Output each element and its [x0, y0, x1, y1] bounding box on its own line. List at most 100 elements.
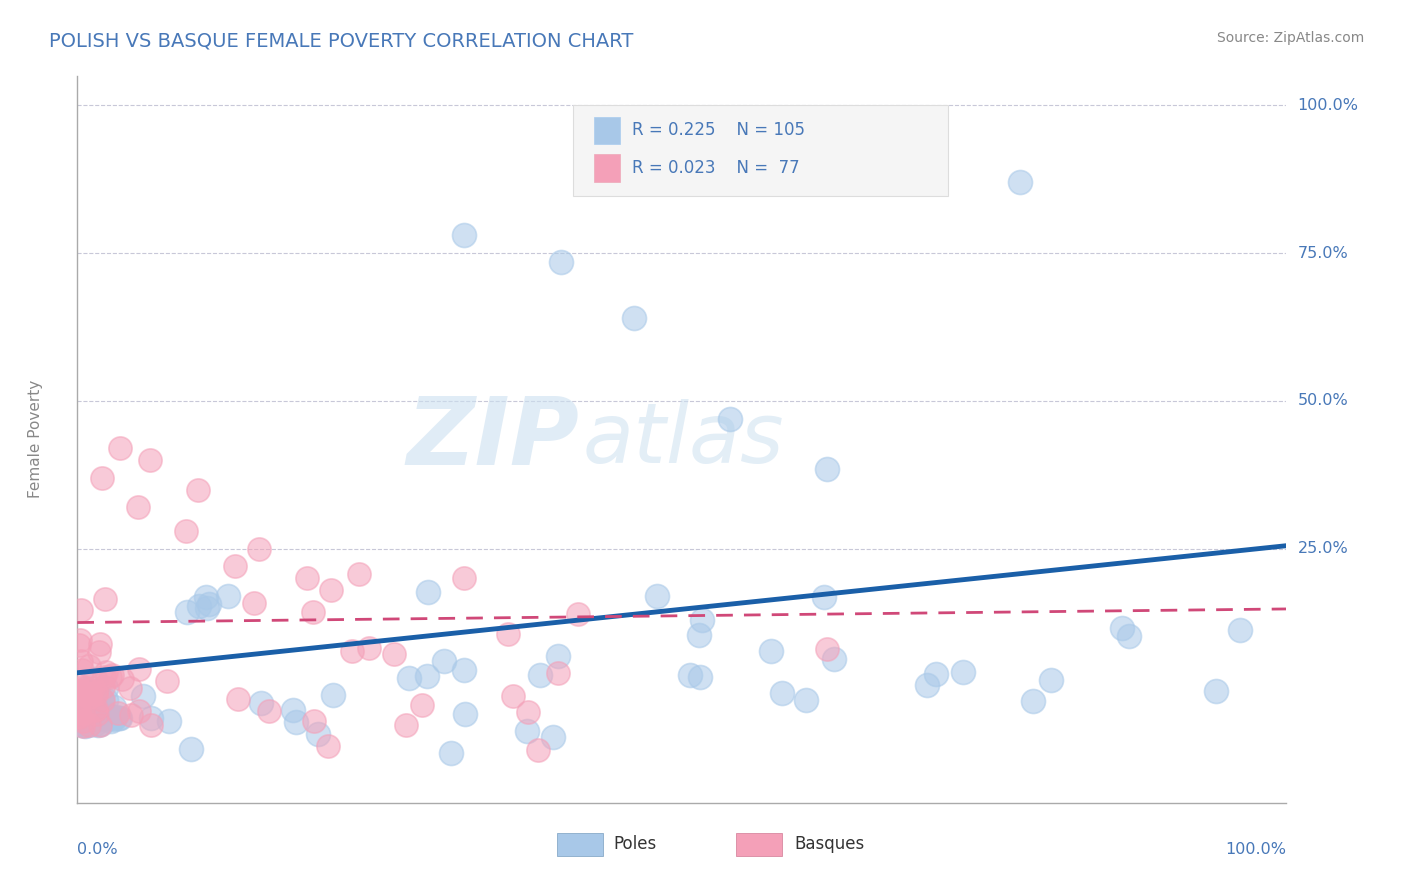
Point	[772, 686, 794, 700]
Point	[815, 642, 838, 657]
Point	[107, 706, 129, 720]
Point	[73, 688, 96, 702]
Point	[90, 692, 112, 706]
Point	[541, 730, 564, 744]
Point	[93, 670, 115, 684]
Point	[93, 693, 115, 707]
Point	[67, 639, 90, 653]
Point	[72, 719, 94, 733]
Text: 75.0%: 75.0%	[1298, 245, 1348, 260]
Point	[398, 671, 420, 685]
Point	[759, 644, 782, 658]
Point	[103, 712, 125, 726]
Point	[103, 700, 125, 714]
Point	[90, 471, 112, 485]
Point	[815, 462, 838, 476]
Point	[198, 597, 221, 611]
Point	[72, 690, 94, 704]
Point	[679, 667, 702, 681]
Point	[139, 717, 162, 731]
Point	[217, 589, 239, 603]
Point	[69, 654, 91, 668]
Point	[257, 704, 280, 718]
Point	[98, 711, 121, 725]
Point	[86, 687, 108, 701]
Bar	[593, 117, 620, 145]
Point	[284, 714, 307, 729]
Point	[67, 699, 90, 714]
Point	[66, 715, 89, 730]
Point	[127, 500, 149, 515]
Point	[645, 590, 668, 604]
Point	[416, 584, 439, 599]
Point	[453, 571, 475, 585]
Point	[69, 687, 91, 701]
Point	[322, 688, 344, 702]
Point	[79, 683, 101, 698]
Point	[72, 683, 94, 698]
Point	[228, 692, 250, 706]
Point	[139, 453, 162, 467]
Point	[67, 704, 90, 718]
Point	[77, 718, 100, 732]
Point	[496, 626, 519, 640]
Point	[72, 712, 94, 726]
Point	[76, 714, 98, 729]
Point	[107, 710, 129, 724]
Point	[411, 698, 433, 712]
Point	[72, 706, 94, 720]
Text: 25.0%: 25.0%	[1298, 541, 1348, 556]
Point	[73, 712, 96, 726]
Point	[84, 702, 107, 716]
Point	[302, 714, 325, 729]
Text: 0.0%: 0.0%	[77, 842, 118, 856]
Point	[94, 665, 117, 679]
Point	[111, 672, 134, 686]
Point	[72, 712, 94, 726]
Point	[66, 716, 89, 731]
Point	[77, 687, 100, 701]
Point	[66, 709, 89, 723]
Point	[139, 711, 162, 725]
Point	[823, 652, 845, 666]
Text: POLISH VS BASQUE FEMALE POVERTY CORRELATION CHART: POLISH VS BASQUE FEMALE POVERTY CORRELAT…	[49, 31, 634, 50]
Point	[72, 714, 94, 728]
Point	[623, 311, 645, 326]
Point	[89, 717, 111, 731]
Point	[69, 710, 91, 724]
Point	[1205, 684, 1227, 698]
Text: ZIP: ZIP	[406, 393, 579, 485]
Point	[195, 600, 218, 615]
Point	[813, 590, 835, 604]
Point	[87, 645, 110, 659]
Point	[357, 640, 380, 655]
Point	[91, 703, 114, 717]
Point	[316, 739, 339, 753]
Point	[1229, 623, 1251, 637]
Point	[96, 693, 118, 707]
Point	[82, 694, 104, 708]
Point	[66, 717, 89, 731]
Point	[302, 605, 325, 619]
Text: 100.0%: 100.0%	[1298, 98, 1358, 113]
Text: 100.0%: 100.0%	[1226, 842, 1286, 856]
Point	[529, 668, 551, 682]
Point	[77, 659, 100, 673]
Point	[243, 596, 266, 610]
Point	[432, 654, 454, 668]
Text: Female Poverty: Female Poverty	[28, 380, 42, 499]
Point	[94, 711, 117, 725]
Text: atlas: atlas	[582, 399, 785, 480]
Point	[69, 632, 91, 647]
Point	[718, 411, 741, 425]
Point	[187, 483, 209, 497]
Text: Poles: Poles	[613, 835, 657, 853]
Point	[283, 703, 305, 717]
Point	[1010, 175, 1032, 189]
Point	[72, 680, 94, 694]
Point	[72, 686, 94, 700]
Point	[80, 695, 103, 709]
Point	[340, 644, 363, 658]
Point	[77, 716, 100, 731]
Point	[96, 710, 118, 724]
